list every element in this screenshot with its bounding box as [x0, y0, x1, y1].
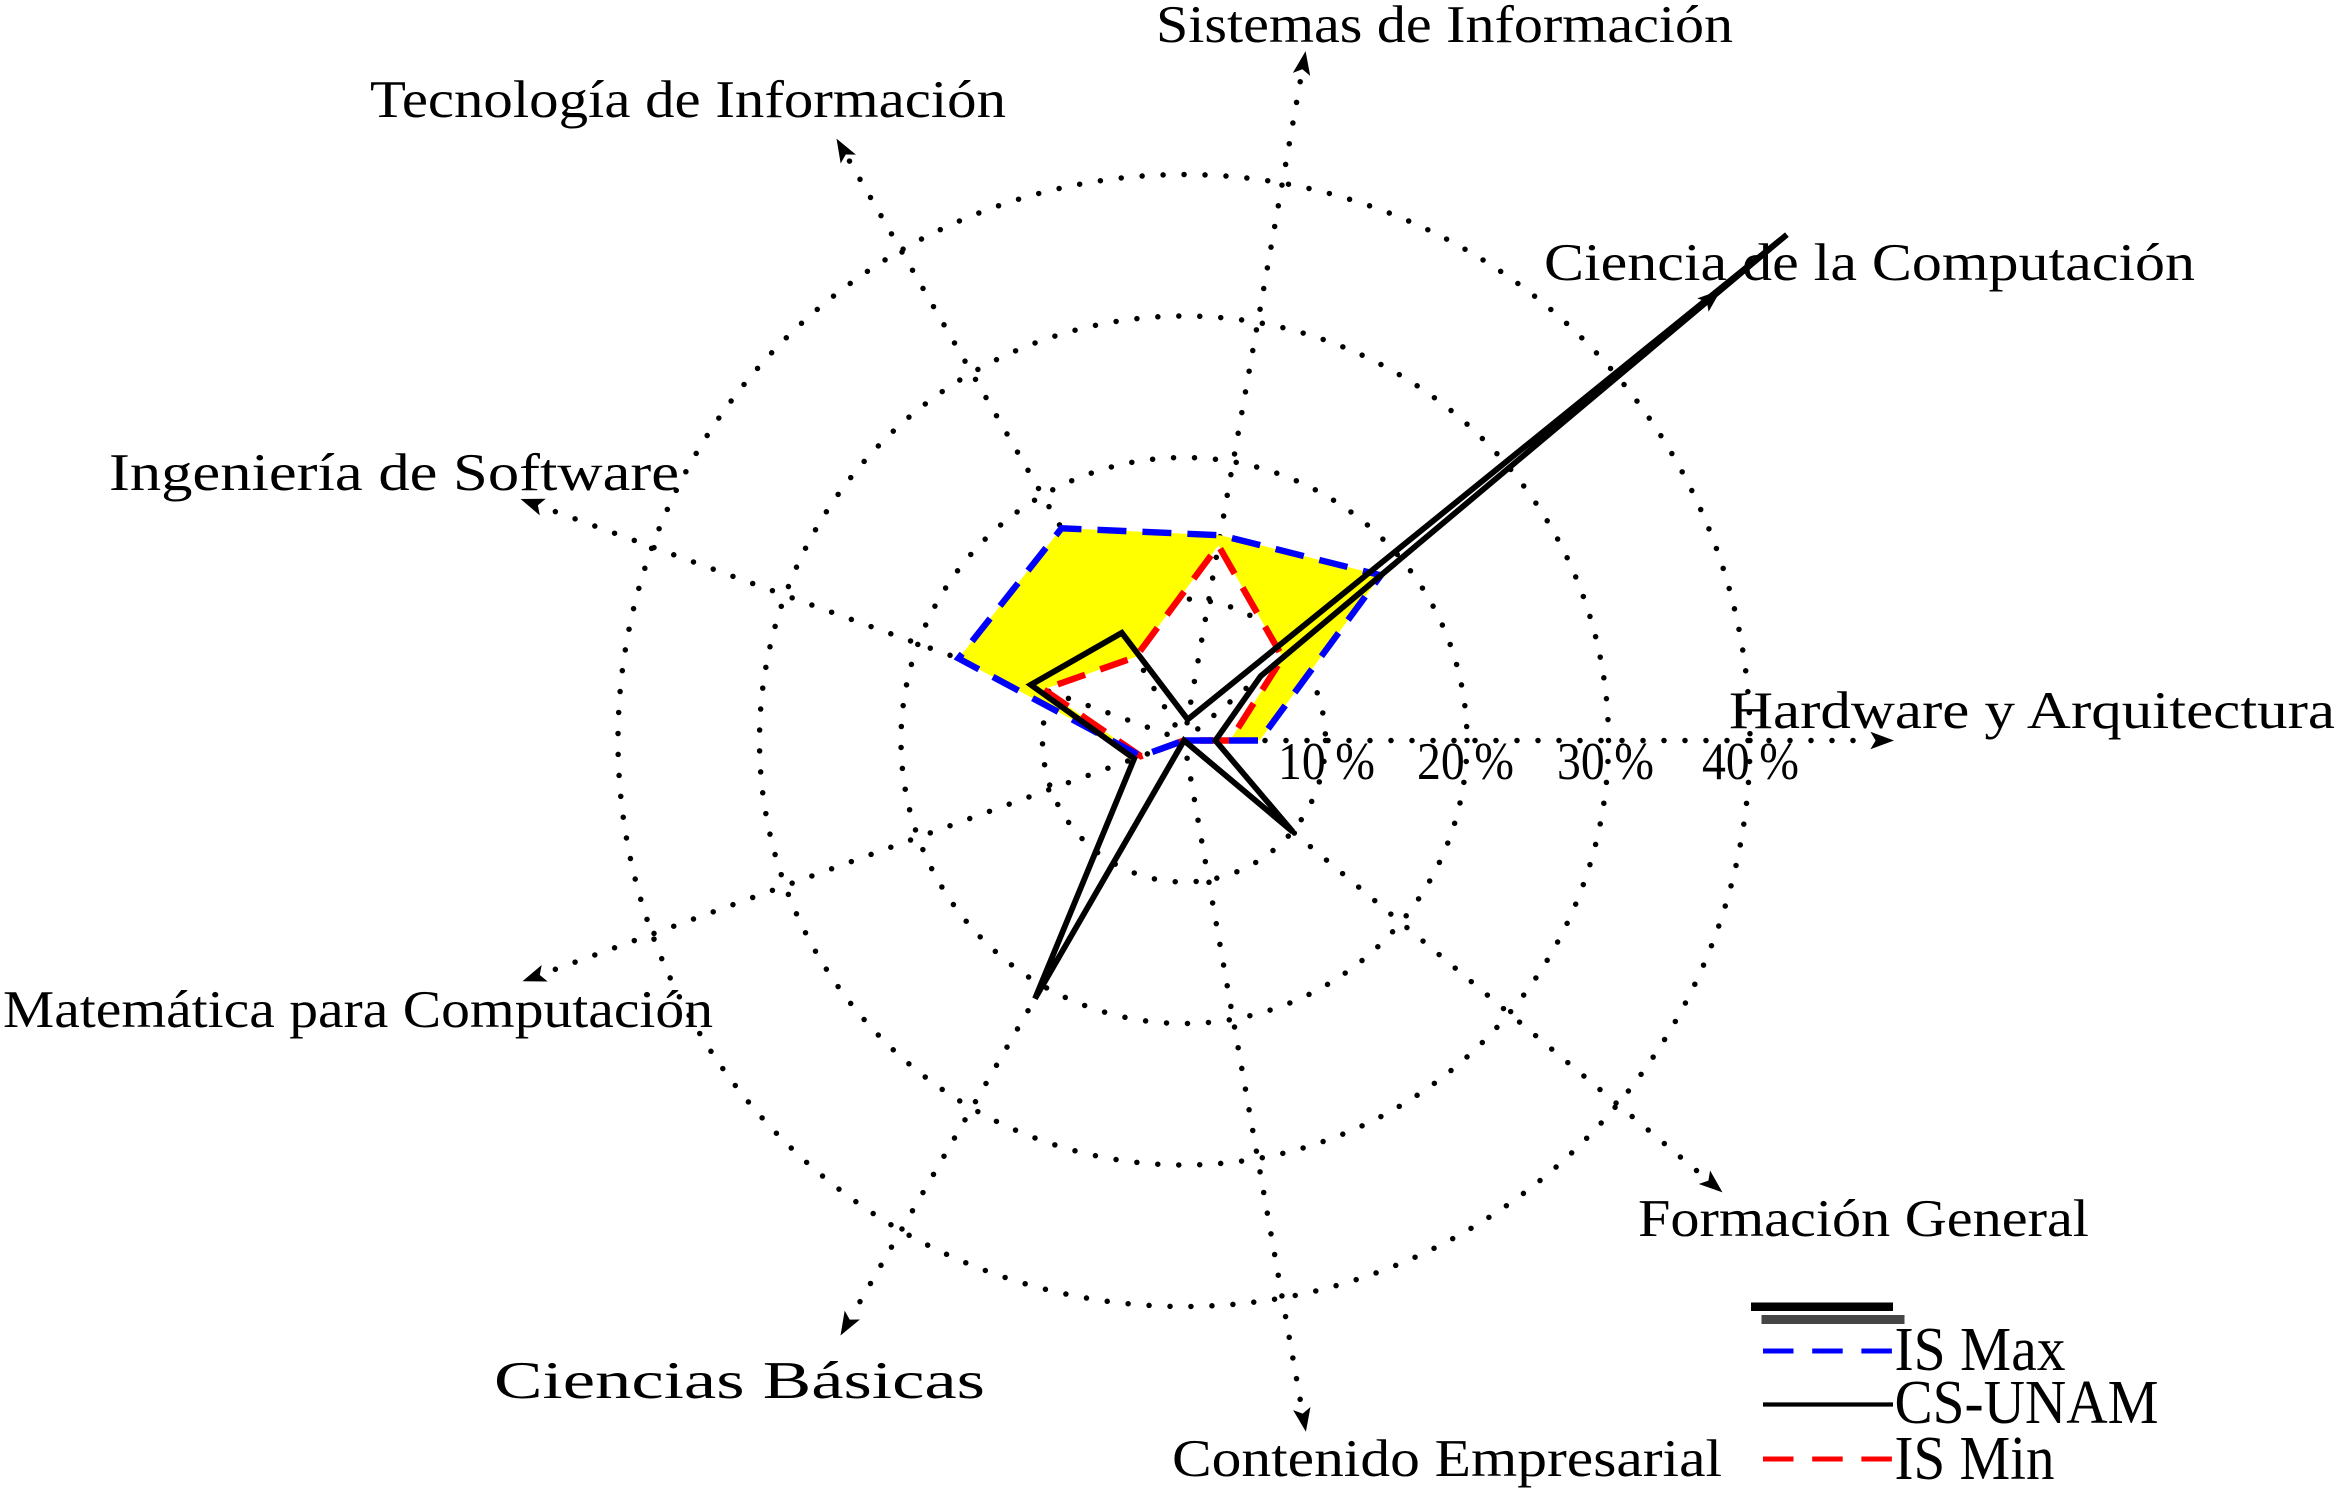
svg-text:Formación General: Formación General — [1638, 1190, 2089, 1248]
svg-text:Ciencias Básicas: Ciencias Básicas — [494, 1352, 985, 1410]
svg-text:Ciencia de la Computación: Ciencia de la Computación — [1544, 234, 2195, 292]
svg-text:Tecnología de Información: Tecnología de Información — [370, 71, 1006, 129]
svg-text:IS Min: IS Min — [1895, 1425, 2055, 1489]
svg-text:10 %: 10 % — [1278, 733, 1375, 791]
svg-text:Contenido Empresarial: Contenido Empresarial — [1172, 1430, 1722, 1488]
svg-text:20 %: 20 % — [1417, 733, 1514, 791]
svg-text:30 %: 30 % — [1557, 733, 1654, 791]
svg-text:Ingeniería de Software: Ingeniería de Software — [109, 444, 679, 502]
svg-text:Sistemas de Información: Sistemas de Información — [1156, 0, 1733, 54]
svg-text:Matemática para Computación: Matemática para Computación — [3, 981, 713, 1039]
svg-text:CS-UNAM: CS-UNAM — [1895, 1369, 2159, 1437]
svg-text:IS Max: IS Max — [1895, 1316, 2066, 1384]
svg-text:Hardware y Arquitectura: Hardware y Arquitectura — [1729, 682, 2335, 740]
svg-text:40 %: 40 % — [1702, 733, 1799, 791]
